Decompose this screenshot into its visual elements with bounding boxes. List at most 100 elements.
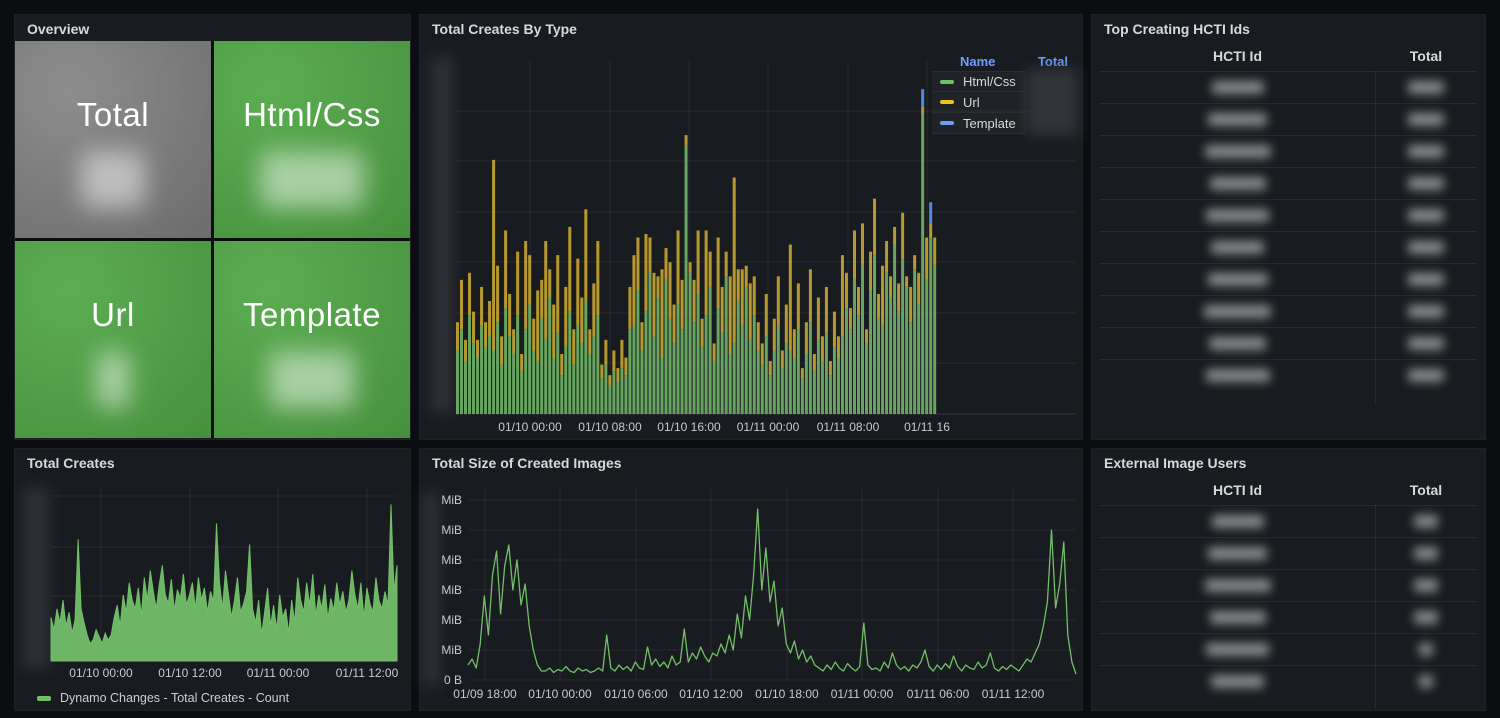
legend-swatch-icon bbox=[940, 79, 954, 84]
svg-text:01/10 16:00: 01/10 16:00 bbox=[657, 420, 721, 434]
panel-total-creates: Total Creates 01/10 00:00 01/10 12:00 01/1… bbox=[14, 448, 411, 711]
cell-hcti-id bbox=[1100, 209, 1375, 222]
hcti-id-blurred bbox=[1209, 337, 1266, 350]
svg-text:01/10 12:00: 01/10 12:00 bbox=[679, 687, 743, 701]
cell-hcti-id bbox=[1100, 177, 1375, 190]
stat-label: Template bbox=[243, 295, 381, 333]
cell-total bbox=[1375, 241, 1477, 254]
cell-hcti-id bbox=[1100, 273, 1375, 286]
cell-hcti-id bbox=[1100, 547, 1375, 560]
stat-value-blurred bbox=[259, 151, 365, 208]
total-blurred bbox=[1408, 145, 1444, 158]
legend-item-htmlcss[interactable]: Html/Css bbox=[932, 71, 1026, 92]
table-row bbox=[1100, 601, 1477, 633]
stat-tile-inner: Template bbox=[243, 296, 381, 408]
panel-title-total-creates[interactable]: Total Creates bbox=[27, 455, 115, 471]
svg-text:MiB: MiB bbox=[441, 523, 462, 537]
svg-text:01/11 06:00: 01/11 06:00 bbox=[907, 687, 970, 701]
svg-text:MiB: MiB bbox=[441, 583, 462, 597]
svg-text:MiB: MiB bbox=[441, 493, 462, 507]
legend-totals-blur bbox=[1026, 69, 1078, 135]
cell-hcti-id bbox=[1100, 675, 1375, 688]
table-header-row: HCTI Id Total bbox=[1100, 41, 1477, 71]
stat-label: Html/Css bbox=[243, 95, 381, 133]
top-creating-table: HCTI Id Total bbox=[1100, 41, 1477, 403]
stat-tile-htmlcss: Html/Css bbox=[214, 41, 410, 238]
series-legend-label[interactable]: Dynamo Changes - Total Creates - Count bbox=[60, 691, 290, 705]
stat-value-blurred bbox=[269, 351, 355, 408]
cell-hcti-id bbox=[1100, 337, 1375, 350]
creates-by-type-chart[interactable]: 01/10 00:00 01/10 08:00 01/10 16:00 01/11 0… bbox=[420, 15, 1082, 439]
table-row bbox=[1100, 537, 1477, 569]
table-row bbox=[1100, 633, 1477, 665]
cell-hcti-id bbox=[1100, 515, 1375, 528]
hcti-id-blurred bbox=[1207, 273, 1268, 286]
legend-total-header[interactable]: Total bbox=[1037, 53, 1068, 69]
cell-total bbox=[1375, 515, 1477, 528]
panel-title-top-creating[interactable]: Top Creating HCTI Ids bbox=[1104, 21, 1250, 37]
cell-total bbox=[1375, 369, 1477, 382]
svg-text:01/10 06:00: 01/10 06:00 bbox=[604, 687, 668, 701]
svg-text:MiB: MiB bbox=[441, 553, 462, 567]
stat-tile-inner: Url bbox=[91, 296, 135, 408]
svg-text:01/11 08:00: 01/11 08:00 bbox=[817, 420, 880, 434]
hcti-id-blurred bbox=[1206, 643, 1269, 656]
panel-title-total-size[interactable]: Total Size of Created Images bbox=[432, 455, 622, 471]
cell-total bbox=[1375, 579, 1477, 592]
svg-text:01/10 18:00: 01/10 18:00 bbox=[755, 687, 819, 701]
total-creates-chart[interactable]: 01/10 00:00 01/10 12:00 01/11 00:00 01/11 1… bbox=[15, 449, 410, 710]
hcti-id-blurred bbox=[1211, 515, 1264, 528]
cell-hcti-id bbox=[1100, 579, 1375, 592]
hcti-id-blurred bbox=[1204, 579, 1271, 592]
stat-tiles: Total Html/Css Url Template bbox=[15, 41, 410, 438]
svg-text:01/10 00:00: 01/10 00:00 bbox=[69, 666, 133, 680]
column-header-hcti-id: HCTI Id bbox=[1213, 482, 1262, 498]
table-row bbox=[1100, 103, 1477, 135]
column-divider bbox=[1375, 71, 1376, 403]
total-blurred bbox=[1408, 369, 1444, 382]
panel-title-creates-by-type[interactable]: Total Creates By Type bbox=[432, 21, 577, 37]
panel-top-creating-hcti-ids: Top Creating HCTI Ids HCTI Id Total bbox=[1091, 14, 1486, 440]
table-row bbox=[1100, 167, 1477, 199]
legend-item-template[interactable]: Template bbox=[932, 113, 1026, 134]
table-row bbox=[1100, 199, 1477, 231]
cell-hcti-id bbox=[1100, 611, 1375, 624]
total-size-chart[interactable]: MiB MiB MiB MiB MiB MiB 0 B01/09 18:00 01/10 00… bbox=[420, 449, 1082, 710]
column-header-hcti-id: HCTI Id bbox=[1213, 48, 1262, 64]
total-blurred bbox=[1408, 113, 1444, 126]
external-users-table: HCTI Id Total bbox=[1100, 475, 1477, 709]
stat-value-blurred bbox=[95, 351, 131, 408]
hcti-id-blurred bbox=[1208, 547, 1267, 560]
svg-text:0 B: 0 B bbox=[444, 673, 462, 687]
cell-total bbox=[1375, 113, 1477, 126]
hcti-id-blurred bbox=[1211, 241, 1264, 254]
table-row bbox=[1100, 327, 1477, 359]
panel-title-overview[interactable]: Overview bbox=[27, 21, 90, 37]
legend-name-header[interactable]: Name bbox=[960, 53, 996, 69]
svg-text:01/10 12:00: 01/10 12:00 bbox=[158, 666, 222, 680]
cell-total bbox=[1375, 145, 1477, 158]
series-legend: Dynamo Changes - Total Creates - Count bbox=[37, 691, 289, 705]
legend-items: Html/Css Url Template bbox=[932, 71, 1080, 134]
hcti-id-blurred bbox=[1205, 369, 1270, 382]
cell-hcti-id bbox=[1100, 241, 1375, 254]
table-row bbox=[1100, 665, 1477, 697]
svg-text:01/10 00:00: 01/10 00:00 bbox=[498, 420, 562, 434]
panel-total-creates-by-type: Total Creates By Type 01/10 00:00 01/10 0… bbox=[419, 14, 1083, 440]
stat-tile-total: Total bbox=[15, 41, 211, 238]
cell-total bbox=[1375, 675, 1477, 688]
cell-hcti-id bbox=[1100, 81, 1375, 94]
panel-title-external-users[interactable]: External Image Users bbox=[1104, 455, 1247, 471]
table-row bbox=[1100, 135, 1477, 167]
hcti-id-blurred bbox=[1209, 177, 1266, 190]
stat-value-blurred bbox=[81, 151, 145, 208]
cell-total bbox=[1375, 273, 1477, 286]
cell-hcti-id bbox=[1100, 643, 1375, 656]
legend-item-url[interactable]: Url bbox=[932, 92, 1026, 113]
cell-total bbox=[1375, 611, 1477, 624]
cell-hcti-id bbox=[1100, 369, 1375, 382]
legend-item-label: Url bbox=[963, 94, 980, 110]
cell-total bbox=[1375, 337, 1477, 350]
svg-text:01/11 12:00: 01/11 12:00 bbox=[982, 687, 1045, 701]
stat-label: Total bbox=[76, 95, 150, 133]
